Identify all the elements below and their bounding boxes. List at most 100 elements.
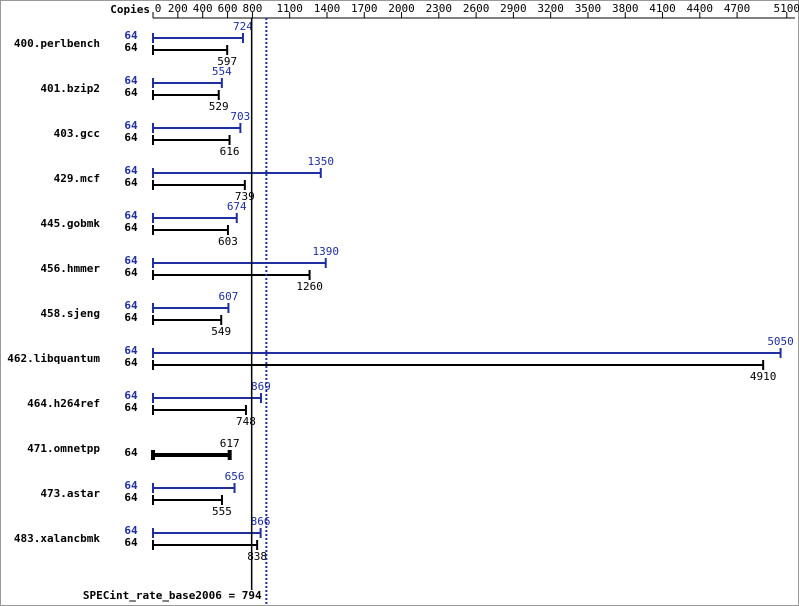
copies-label: 64: [124, 164, 138, 177]
copies-label: 64: [124, 29, 138, 42]
value-label: 748: [236, 415, 256, 428]
x-tick-label: 0: [155, 2, 162, 15]
bar: [152, 33, 244, 43]
x-tick-label: 4100: [649, 2, 676, 15]
x-tick-label: 1400: [314, 2, 341, 15]
x-tick-label: 3800: [612, 2, 639, 15]
bar: [152, 180, 246, 190]
value-label: 724: [233, 20, 253, 33]
value-label: 554: [212, 65, 232, 78]
value-label: 1390: [312, 245, 339, 258]
copies-label: 64: [124, 86, 138, 99]
copies-label: 64: [124, 299, 138, 312]
x-tick-label: 2600: [463, 2, 490, 15]
category-label: 401.bzip2: [40, 82, 100, 95]
x-tick-label: 600: [218, 2, 238, 15]
copies-label: 64: [124, 41, 138, 54]
copies-label: 64: [124, 344, 138, 357]
value-label: 674: [227, 200, 247, 213]
copies-label: 64: [124, 221, 138, 234]
copies-label: 64: [124, 176, 138, 189]
bar: [152, 270, 311, 280]
value-label: 869: [251, 380, 271, 393]
category-label: 458.sjeng: [40, 307, 100, 320]
copies-label: 64: [124, 491, 138, 504]
copies-header: Copies: [110, 3, 150, 16]
x-tick-label: 4700: [724, 2, 751, 15]
copies-label: 64: [124, 254, 138, 267]
value-label: 617: [220, 437, 240, 450]
bar: [152, 168, 322, 178]
x-tick-label: 5100: [774, 2, 799, 15]
value-label: 1350: [308, 155, 335, 168]
value-label: 703: [230, 110, 250, 123]
category-label: 400.perlbench: [14, 37, 100, 50]
bar: [152, 360, 765, 370]
bar: [151, 450, 232, 460]
bar: [152, 483, 236, 493]
copies-label: 64: [124, 131, 138, 144]
bar: [152, 528, 262, 538]
value-label: 656: [225, 470, 245, 483]
x-tick-label: 2900: [500, 2, 527, 15]
bar: [152, 348, 782, 358]
value-label: 838: [247, 550, 267, 563]
bar: [152, 225, 229, 235]
x-tick-label: 1700: [351, 2, 378, 15]
value-label: 4910: [750, 370, 777, 383]
copies-label: 64: [124, 389, 138, 402]
value-label: 866: [251, 515, 271, 528]
copies-label: 64: [124, 479, 138, 492]
copies-label: 64: [124, 74, 138, 87]
copies-label: 64: [124, 446, 138, 459]
copies-label: 64: [124, 209, 138, 222]
bar: [152, 495, 223, 505]
value-label: 607: [218, 290, 238, 303]
value-label: 555: [212, 505, 232, 518]
x-tick-label: 800: [242, 2, 262, 15]
x-tick-label: 3200: [537, 2, 564, 15]
x-tick-label: 2300: [426, 2, 453, 15]
value-label: 597: [217, 55, 237, 68]
category-label: 445.gobmk: [40, 217, 100, 230]
bar: [152, 315, 223, 325]
category-label: 464.h264ref: [27, 397, 100, 410]
x-tick-label: 400: [193, 2, 213, 15]
x-tick-label: 200: [168, 2, 188, 15]
value-label: 739: [235, 190, 255, 203]
bar: [152, 78, 223, 88]
copies-label: 64: [124, 119, 138, 132]
copies-label: 64: [124, 266, 138, 279]
bar: [152, 90, 220, 100]
bar: [152, 303, 230, 313]
reference-label: SPECint_rate_base2006 = 794: [83, 589, 262, 602]
x-tick-label: 2000: [388, 2, 415, 15]
x-tick-label: 1100: [276, 2, 303, 15]
value-label: 1260: [296, 280, 323, 293]
bar: [152, 393, 262, 403]
bar: [152, 45, 229, 55]
x-tick-label: 3500: [575, 2, 602, 15]
copies-label: 64: [124, 536, 138, 549]
copies-label: 64: [124, 311, 138, 324]
category-label: 403.gcc: [54, 127, 100, 140]
category-label: 429.mcf: [54, 172, 100, 185]
category-label: 473.astar: [40, 487, 100, 500]
x-tick-label: 4400: [687, 2, 714, 15]
bar: [152, 405, 247, 415]
bar: [152, 123, 242, 133]
value-label: 529: [209, 100, 229, 113]
bar: [152, 213, 238, 223]
category-label: 483.xalancbmk: [14, 532, 100, 545]
copies-label: 64: [124, 356, 138, 369]
category-label: 462.libquantum: [7, 352, 100, 365]
value-label: 549: [211, 325, 231, 338]
bar: [152, 258, 327, 268]
value-label: 603: [218, 235, 238, 248]
copies-label: 64: [124, 524, 138, 537]
bar: [152, 135, 231, 145]
value-label: 5050: [767, 335, 794, 348]
category-label: 456.hmmer: [40, 262, 100, 275]
